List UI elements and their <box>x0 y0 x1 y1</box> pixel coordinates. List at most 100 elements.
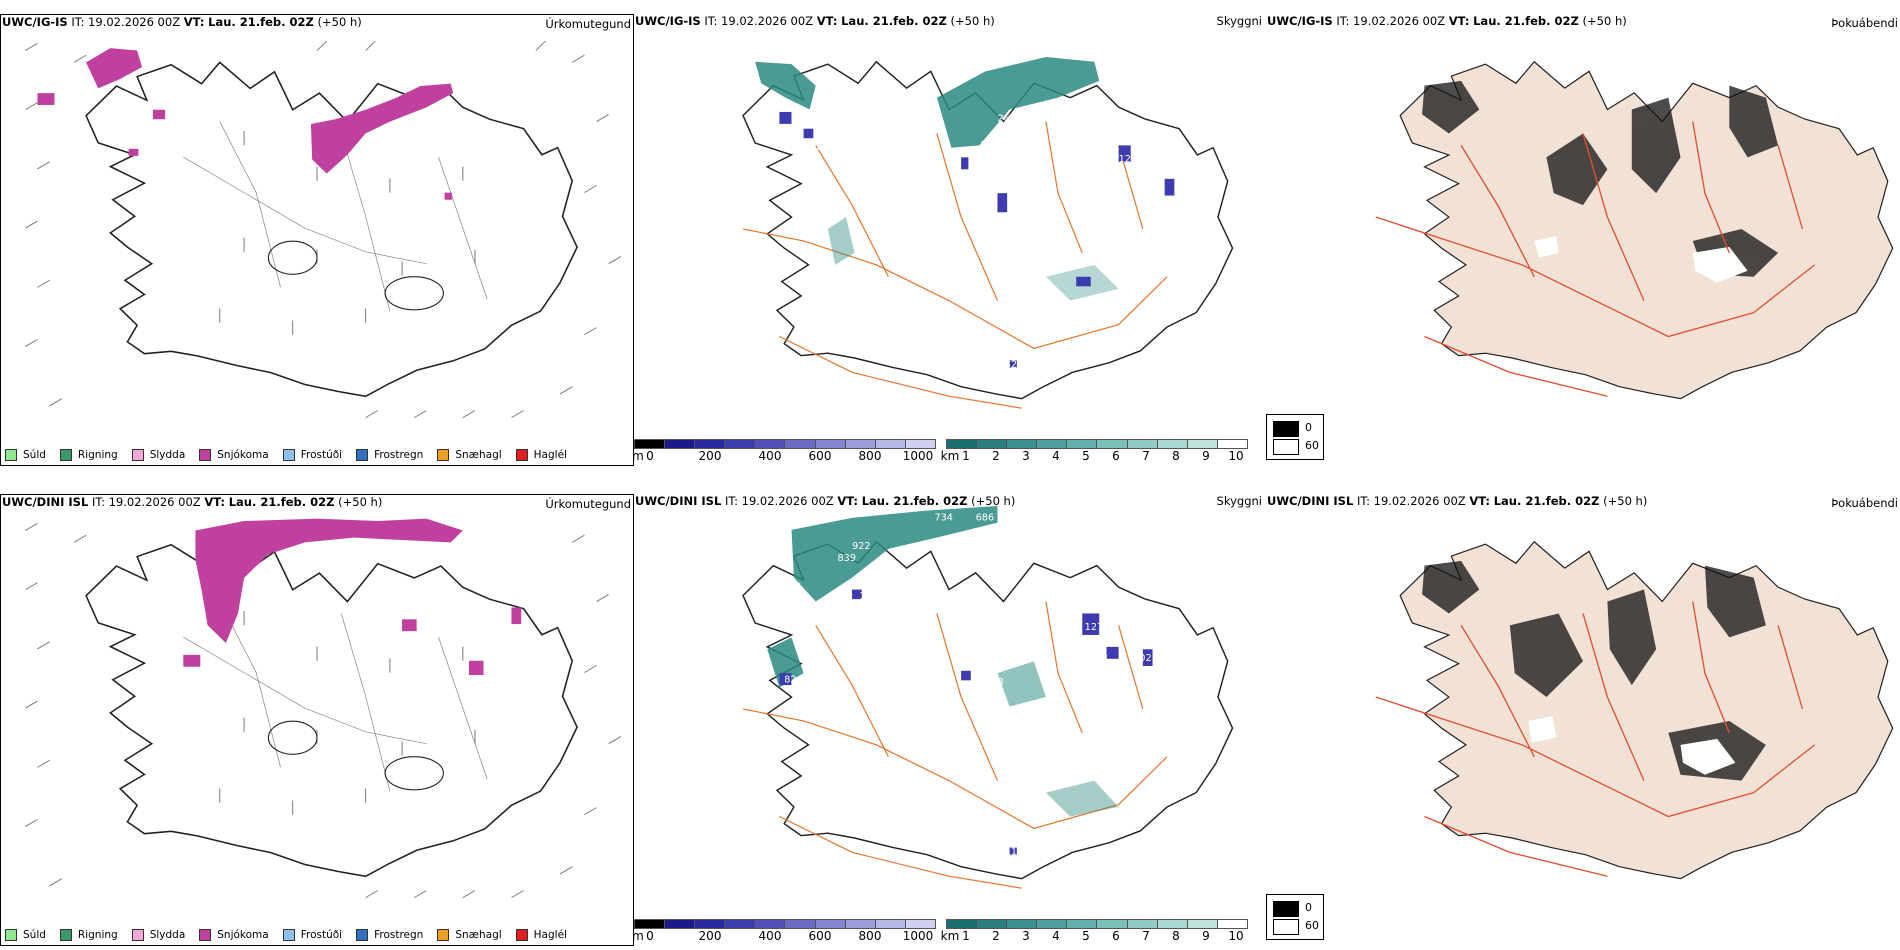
svg-text:265: 265 <box>997 114 1015 125</box>
legend-item: Snjókoma <box>199 449 269 461</box>
legend-swatch <box>199 449 212 461</box>
legend-swatch <box>515 929 528 941</box>
legend-item: Súld <box>5 929 46 941</box>
svg-text:132: 132 <box>804 142 822 153</box>
wind-barbs <box>25 40 622 419</box>
svg-text:232: 232 <box>1012 126 1030 137</box>
legend-swatch <box>437 929 450 941</box>
precip-map-dini <box>25 518 622 899</box>
svg-text:1001: 1001 <box>859 591 884 602</box>
legend-item: Slydda <box>131 449 185 461</box>
param-title: Skyggni <box>1216 494 1262 508</box>
svg-text:783: 783 <box>985 677 1003 688</box>
fog-dark-areas <box>1422 80 1779 277</box>
cloud-base-panel-ig: 27 265 232 287 120 132 32 UWC/IG-IS IT: … <box>634 14 1264 464</box>
param-title: Skyggni <box>1216 14 1262 28</box>
legend-item: Haglél <box>515 449 567 461</box>
colorbar-km: km 1 2 3 4 5 6 7 8 9 10 <box>941 439 1262 463</box>
fog-white-areas <box>1528 716 1736 775</box>
colorbar-m-strip <box>634 919 936 929</box>
svg-text:922: 922 <box>852 541 870 552</box>
legend-item: Slydda <box>131 929 185 941</box>
legend-item: Frostúði <box>282 929 342 941</box>
colorbar-unit: km <box>940 929 960 943</box>
low-base-dots <box>779 111 1175 368</box>
svg-text:283: 283 <box>823 617 841 628</box>
panel-header: UWC/IG-IS IT: 19.02.2026 00Z VT: Lau. 21… <box>1267 14 1627 28</box>
precip-type-panel-ig: UWC/IG-IS IT: 19.02.2026 00Z VT: Lau. 21… <box>0 14 634 466</box>
cloud-labels: 734 686 944 842 922 839 1001 783 127 266… <box>784 512 1179 857</box>
colorbar-unit: km <box>940 449 960 463</box>
svg-text:127: 127 <box>1085 622 1103 633</box>
legend-swatch <box>282 449 295 461</box>
legend-swatch <box>356 929 369 941</box>
colorbar-m: m 0 200 400 600 800 1000 <box>634 919 942 943</box>
legend-item: Rigning <box>59 929 118 941</box>
panel-header: UWC/DINI ISL IT: 19.02.2026 00Z VT: Lau.… <box>1267 494 1648 508</box>
snow-areas <box>183 518 522 675</box>
colorbar-km-strip <box>946 439 1248 449</box>
snow-areas <box>37 48 454 200</box>
legend-item: Frostregn <box>356 449 423 461</box>
low-cloud-areas <box>767 505 1119 817</box>
param-title: Úrkomutegund <box>545 17 631 31</box>
roads <box>1375 121 1816 397</box>
svg-text:120: 120 <box>1119 154 1137 165</box>
cloud-base-panel-dini: 734 686 944 842 922 839 1001 783 127 266… <box>634 494 1264 944</box>
cloud-map-dini: 734 686 944 842 922 839 1001 783 127 266… <box>742 505 1234 889</box>
legend-swatch <box>5 929 17 941</box>
precip-type-panel-dini: UWC/DINI ISL IT: 19.02.2026 00Z VT: Lau.… <box>0 494 634 946</box>
cloud-map-ig: 27 265 232 287 120 132 32 <box>742 57 1234 409</box>
svg-text:613: 613 <box>1090 653 1108 664</box>
legend-swatch <box>131 449 144 461</box>
panel-header: UWC/IG-IS IT: 19.02.2026 00Z VT: Lau. 21… <box>635 14 995 28</box>
fog-legend: 0 60 <box>1266 414 1324 460</box>
svg-text:96: 96 <box>789 582 801 593</box>
fog-index-panel-dini: UWC/DINI ISL IT: 19.02.2026 00Z VT: Lau.… <box>1266 494 1900 944</box>
colorbar-km: km 1 2 3 4 5 6 7 8 9 10 <box>941 919 1262 943</box>
svg-text:287: 287 <box>981 140 999 151</box>
legend-item: Frostregn <box>356 929 423 941</box>
fog-map-ig <box>1375 61 1894 400</box>
legend-swatch <box>131 929 144 941</box>
legend-swatch <box>59 449 72 461</box>
svg-text:27: 27 <box>792 114 804 125</box>
precip-map-ig <box>25 40 622 419</box>
legend-item: Snæhagl <box>437 929 502 941</box>
fog-white-areas <box>1534 236 1748 283</box>
legend-swatch <box>437 449 450 461</box>
param-title: Þokuábendi <box>1831 16 1898 30</box>
legend-item: Snæhagl <box>437 449 502 461</box>
legend-swatch <box>282 929 295 941</box>
panel-header: UWC/IG-IS IT: 19.02.2026 00Z VT: Lau. 21… <box>2 15 362 29</box>
legend-swatch <box>59 929 72 941</box>
fog-legend: 0 60 <box>1266 894 1324 940</box>
svg-text:842: 842 <box>1046 522 1064 533</box>
param-title: Þokuábendi <box>1831 496 1898 510</box>
panel-header: UWC/DINI ISL IT: 19.02.2026 00Z VT: Lau.… <box>2 495 383 509</box>
svg-text:734: 734 <box>934 512 952 523</box>
svg-text:944: 944 <box>1010 512 1028 523</box>
colorbar-km-strip <box>946 919 1248 929</box>
legend-swatch <box>356 449 369 461</box>
legend-swatch <box>515 449 528 461</box>
roads <box>1375 601 1816 877</box>
legend-item: Haglél <box>515 929 567 941</box>
svg-text:116: 116 <box>1005 847 1023 858</box>
legend-item: Súld <box>5 449 46 461</box>
cloud-labels: 27 265 232 287 120 132 32 <box>792 114 1138 371</box>
svg-text:266: 266 <box>1128 629 1146 640</box>
colorbar-m: m 0 200 400 600 800 1000 <box>634 439 942 463</box>
param-title: Úrkomutegund <box>545 497 631 511</box>
fog-map-dini <box>1375 541 1894 880</box>
colorbar-unit: m <box>634 449 644 463</box>
svg-text:82: 82 <box>784 675 796 686</box>
svg-text:839: 839 <box>838 553 856 564</box>
low-base-dots <box>779 589 1153 855</box>
legend-swatch <box>199 929 212 941</box>
legend-item: Snjókoma <box>199 929 269 941</box>
legend-swatch <box>5 449 17 461</box>
fog-index-panel-ig: UWC/IG-IS IT: 19.02.2026 00Z VT: Lau. 21… <box>1266 14 1900 464</box>
precip-legend: Súld Rigning Slydda Snjókoma Frostúði Fr… <box>5 929 567 941</box>
svg-text:202: 202 <box>1133 653 1151 664</box>
